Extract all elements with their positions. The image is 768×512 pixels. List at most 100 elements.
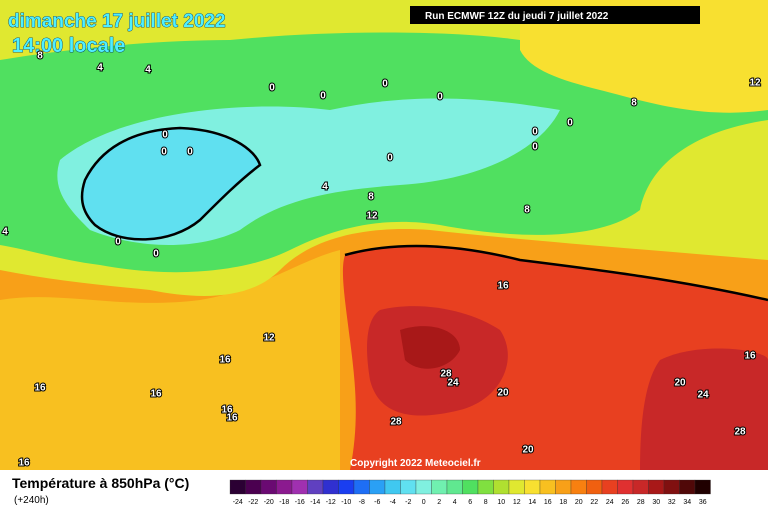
- scale-label: 16: [544, 499, 552, 506]
- contour-label: 0: [532, 142, 538, 153]
- contour-label: 0: [567, 118, 573, 129]
- scale-label: -2: [405, 499, 411, 506]
- copyright: Copyright 2022 Meteociel.fr: [350, 458, 481, 469]
- scale-swatch: [307, 479, 324, 495]
- scale-swatch: [462, 479, 479, 495]
- scale-swatch: [524, 479, 541, 495]
- contour-label: 4: [322, 182, 328, 193]
- scale-label: 36: [699, 499, 707, 506]
- scale-swatch: [570, 479, 587, 495]
- scale-swatch: [353, 479, 370, 495]
- contour-label: 20: [497, 388, 509, 399]
- contour-label: 4: [145, 65, 151, 76]
- contour-label: 16: [18, 458, 30, 469]
- scale-label: -4: [390, 499, 396, 506]
- zone-16: [0, 250, 340, 470]
- scale-swatch: [632, 479, 649, 495]
- contour-label: 0: [161, 147, 167, 158]
- contour-label: 28: [440, 369, 452, 380]
- scale-label: -18: [279, 499, 289, 506]
- contour-20: [344, 244, 768, 302]
- scale-swatch: [601, 479, 618, 495]
- contour-label: 12: [263, 333, 275, 344]
- scale-label: 24: [606, 499, 614, 506]
- scale-label: -6: [374, 499, 380, 506]
- scale-label: -8: [359, 499, 365, 506]
- scale-swatch: [431, 479, 448, 495]
- contour-label: 4: [2, 227, 8, 238]
- scale-label: -22: [248, 499, 258, 506]
- legend-title: Température à 850hPa (°C): [12, 475, 189, 491]
- title-time: 14:00 locale: [12, 35, 125, 57]
- scale-swatch: [555, 479, 572, 495]
- scale-swatch: [291, 479, 308, 495]
- contour-label: 0: [115, 237, 121, 248]
- cold-core: [80, 126, 262, 241]
- zone-30: [400, 326, 460, 369]
- scale-label: -20: [264, 499, 274, 506]
- lead-time: (+240h): [14, 495, 49, 506]
- scale-label: 6: [468, 499, 472, 506]
- scale-label: 12: [513, 499, 521, 506]
- contour-label: 16: [219, 355, 231, 366]
- contour-label: 16: [150, 389, 162, 400]
- scale-swatch: [617, 479, 634, 495]
- scale-label: 28: [637, 499, 645, 506]
- contour-label: 16: [497, 281, 509, 292]
- scale-swatch: [415, 479, 432, 495]
- contour-label: 8: [631, 98, 637, 109]
- scale-swatch: [369, 479, 386, 495]
- scale-swatch: [245, 479, 262, 495]
- scale-label: 2: [437, 499, 441, 506]
- scale-swatch: [663, 479, 680, 495]
- scale-label: 26: [621, 499, 629, 506]
- contour-label: 20: [674, 378, 686, 389]
- run-info: Run ECMWF 12Z du jeudi 7 juillet 2022: [425, 11, 609, 22]
- scale-label: 32: [668, 499, 676, 506]
- scale-swatch: [260, 479, 277, 495]
- scale-swatch: [679, 479, 696, 495]
- contour-label: 16: [221, 405, 233, 416]
- scale-swatch: [446, 479, 463, 495]
- scale-swatch: [539, 479, 556, 495]
- scale-label: 18: [559, 499, 567, 506]
- scale-swatch: [322, 479, 339, 495]
- scale-swatch: [508, 479, 525, 495]
- contour-label: 8: [524, 205, 530, 216]
- scale-swatch: [400, 479, 417, 495]
- scale-label: 4: [453, 499, 457, 506]
- contour-label: 0: [153, 249, 159, 260]
- contour-label: 0: [162, 130, 168, 141]
- contour-label: 12: [749, 78, 761, 89]
- scale-label: 30: [652, 499, 660, 506]
- scale-label: 34: [683, 499, 691, 506]
- contour-label: 16: [744, 351, 756, 362]
- contour-label: 0: [382, 79, 388, 90]
- contour-label: 8: [368, 192, 374, 203]
- scale-label: 22: [590, 499, 598, 506]
- scale-swatch: [477, 479, 494, 495]
- scale-label: -12: [326, 499, 336, 506]
- scale-label: -16: [295, 499, 305, 506]
- scale-swatch: [338, 479, 355, 495]
- scale-swatch: [648, 479, 665, 495]
- scale-label: 0: [422, 499, 426, 506]
- contour-label: 24: [697, 390, 709, 401]
- zone-warm-ne: [520, 0, 768, 113]
- contour-label: 24: [447, 378, 459, 389]
- zone-28-east: [640, 348, 768, 470]
- contour-label: 8: [37, 51, 43, 62]
- scale-label: 14: [528, 499, 536, 506]
- contour-label: 0: [437, 92, 443, 103]
- scale-label: -24: [233, 499, 243, 506]
- scale-label: -10: [341, 499, 351, 506]
- contour-label: 12: [366, 211, 378, 222]
- run-box: [410, 6, 700, 24]
- scale-swatch: [694, 479, 711, 495]
- scale-label: -14: [310, 499, 320, 506]
- contour-label: 16: [34, 383, 46, 394]
- scale-label: 20: [575, 499, 583, 506]
- contour-label: 0: [269, 83, 275, 94]
- contour-label: 0: [532, 127, 538, 138]
- scale-swatch: [586, 479, 603, 495]
